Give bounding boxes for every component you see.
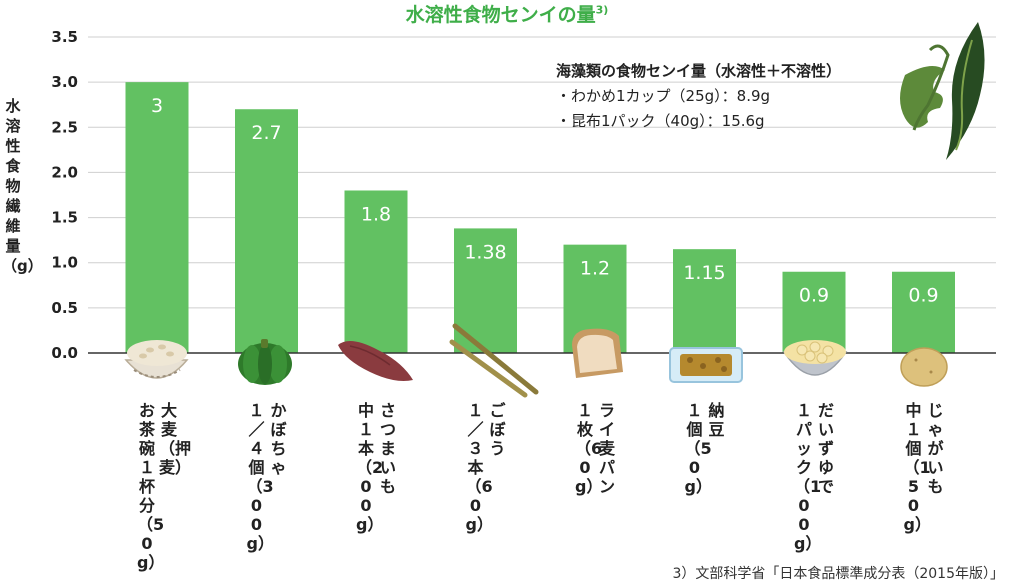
y-tick-label: 2.0 [51, 163, 78, 181]
data-label: 3 [151, 95, 163, 117]
chart-title: 水溶性食物センイの量3) [405, 3, 609, 26]
category-label: かぼちゃ １／４個（300g） [243, 401, 291, 587]
data-label: 2.7 [251, 122, 281, 144]
category-label-line: かぼちゃ [270, 401, 287, 477]
category-label-line: だいずゆで [817, 401, 834, 496]
category-label-line: お茶碗１杯分（50g） [137, 401, 165, 572]
category-label: ライ麦パン １枚（60g） [571, 401, 619, 587]
potato-icon [900, 347, 948, 387]
grid-lines [88, 36, 996, 309]
category-label: ごぼう １／３本（60g） [462, 401, 510, 587]
boiled-soybeans-icon [782, 340, 848, 376]
data-label: 1.2 [580, 258, 610, 280]
natto-icon [669, 347, 743, 383]
category-label-line: 納豆 [708, 401, 725, 439]
bar [782, 271, 846, 353]
category-label-line: 大麦（押麦） [159, 401, 192, 477]
bar-series [125, 82, 955, 354]
category-label: さつまいも 中１本（200g） [352, 401, 400, 587]
bar [344, 190, 408, 353]
note-heading: 海藻類の食物センイ量（水溶性＋不溶性） [556, 62, 842, 80]
category-label-line: １パック（100g） [794, 401, 822, 553]
bar [125, 82, 189, 354]
data-label: 1.8 [361, 203, 391, 225]
bar [673, 249, 736, 353]
y-tick-label: 3.0 [51, 73, 78, 91]
y-tick-labels: 0.0 0.5 1.0 1.5 2.0 2.5 3.0 3.5 [51, 28, 78, 362]
category-label-line: １／４個（300g） [246, 401, 274, 553]
value-labels: 3 2.7 1.8 1.38 1.2 1.15 0.9 0.9 [151, 95, 939, 307]
barley-bowl-icon [124, 340, 189, 379]
note-item: ・昆布1パック（40g）：15.6g [556, 112, 765, 130]
bar [235, 109, 298, 353]
category-label: 納豆 １個（50g） [681, 401, 729, 587]
category-label-line: １／３本（60g） [465, 401, 493, 534]
y-tick-label: 2.5 [51, 118, 78, 136]
category-label-line: さつまいも [379, 401, 396, 496]
seaweed-icon [900, 22, 985, 160]
category-label-line: じゃがいも [927, 401, 944, 496]
category-label-line: １個（50g） [684, 401, 712, 496]
data-label: 1.15 [683, 262, 725, 284]
category-label-line: 中１本（200g） [356, 401, 384, 534]
footnote: 3）文部科学省「日本食品標準成分表（2015年版）」 [672, 566, 1004, 582]
bar [892, 271, 955, 353]
y-tick-label: 0.5 [51, 299, 78, 317]
category-label-line: ライ麦パン [598, 401, 615, 496]
y-tick-label: 0.0 [51, 344, 78, 362]
category-label: 大麦（押麦） お茶碗１杯分（50g） [133, 401, 192, 587]
data-label: 0.9 [908, 285, 938, 307]
data-label: 1.38 [464, 241, 506, 263]
y-tick-label: 1.0 [51, 254, 78, 272]
title-reference: 3) [595, 3, 609, 17]
rye-bread-icon [572, 328, 623, 378]
note-item: ・わかめ1カップ（25g）：8.9g [556, 87, 771, 105]
pumpkin-icon [238, 339, 292, 385]
y-tick-label: 1.5 [51, 209, 78, 227]
category-label-line: ごぼう [489, 401, 506, 458]
y-axis-label: 水溶性食物繊維量（g） [2, 97, 43, 275]
category-label: だいずゆで １パック（100g） [790, 401, 838, 587]
y-tick-label: 3.5 [51, 28, 78, 46]
data-label: 0.9 [799, 285, 829, 307]
burdock-icon [449, 323, 539, 398]
category-label-line: 中１個（150g） [903, 401, 931, 534]
sweet-potato-icon [338, 341, 413, 381]
category-label-line: １枚（60g） [575, 401, 603, 496]
seaweed-note: 海藻類の食物センイ量（水溶性＋不溶性） ・わかめ1カップ（25g）：8.9g ・… [556, 59, 841, 134]
category-label: じゃがいも 中１個（150g） [900, 401, 948, 587]
